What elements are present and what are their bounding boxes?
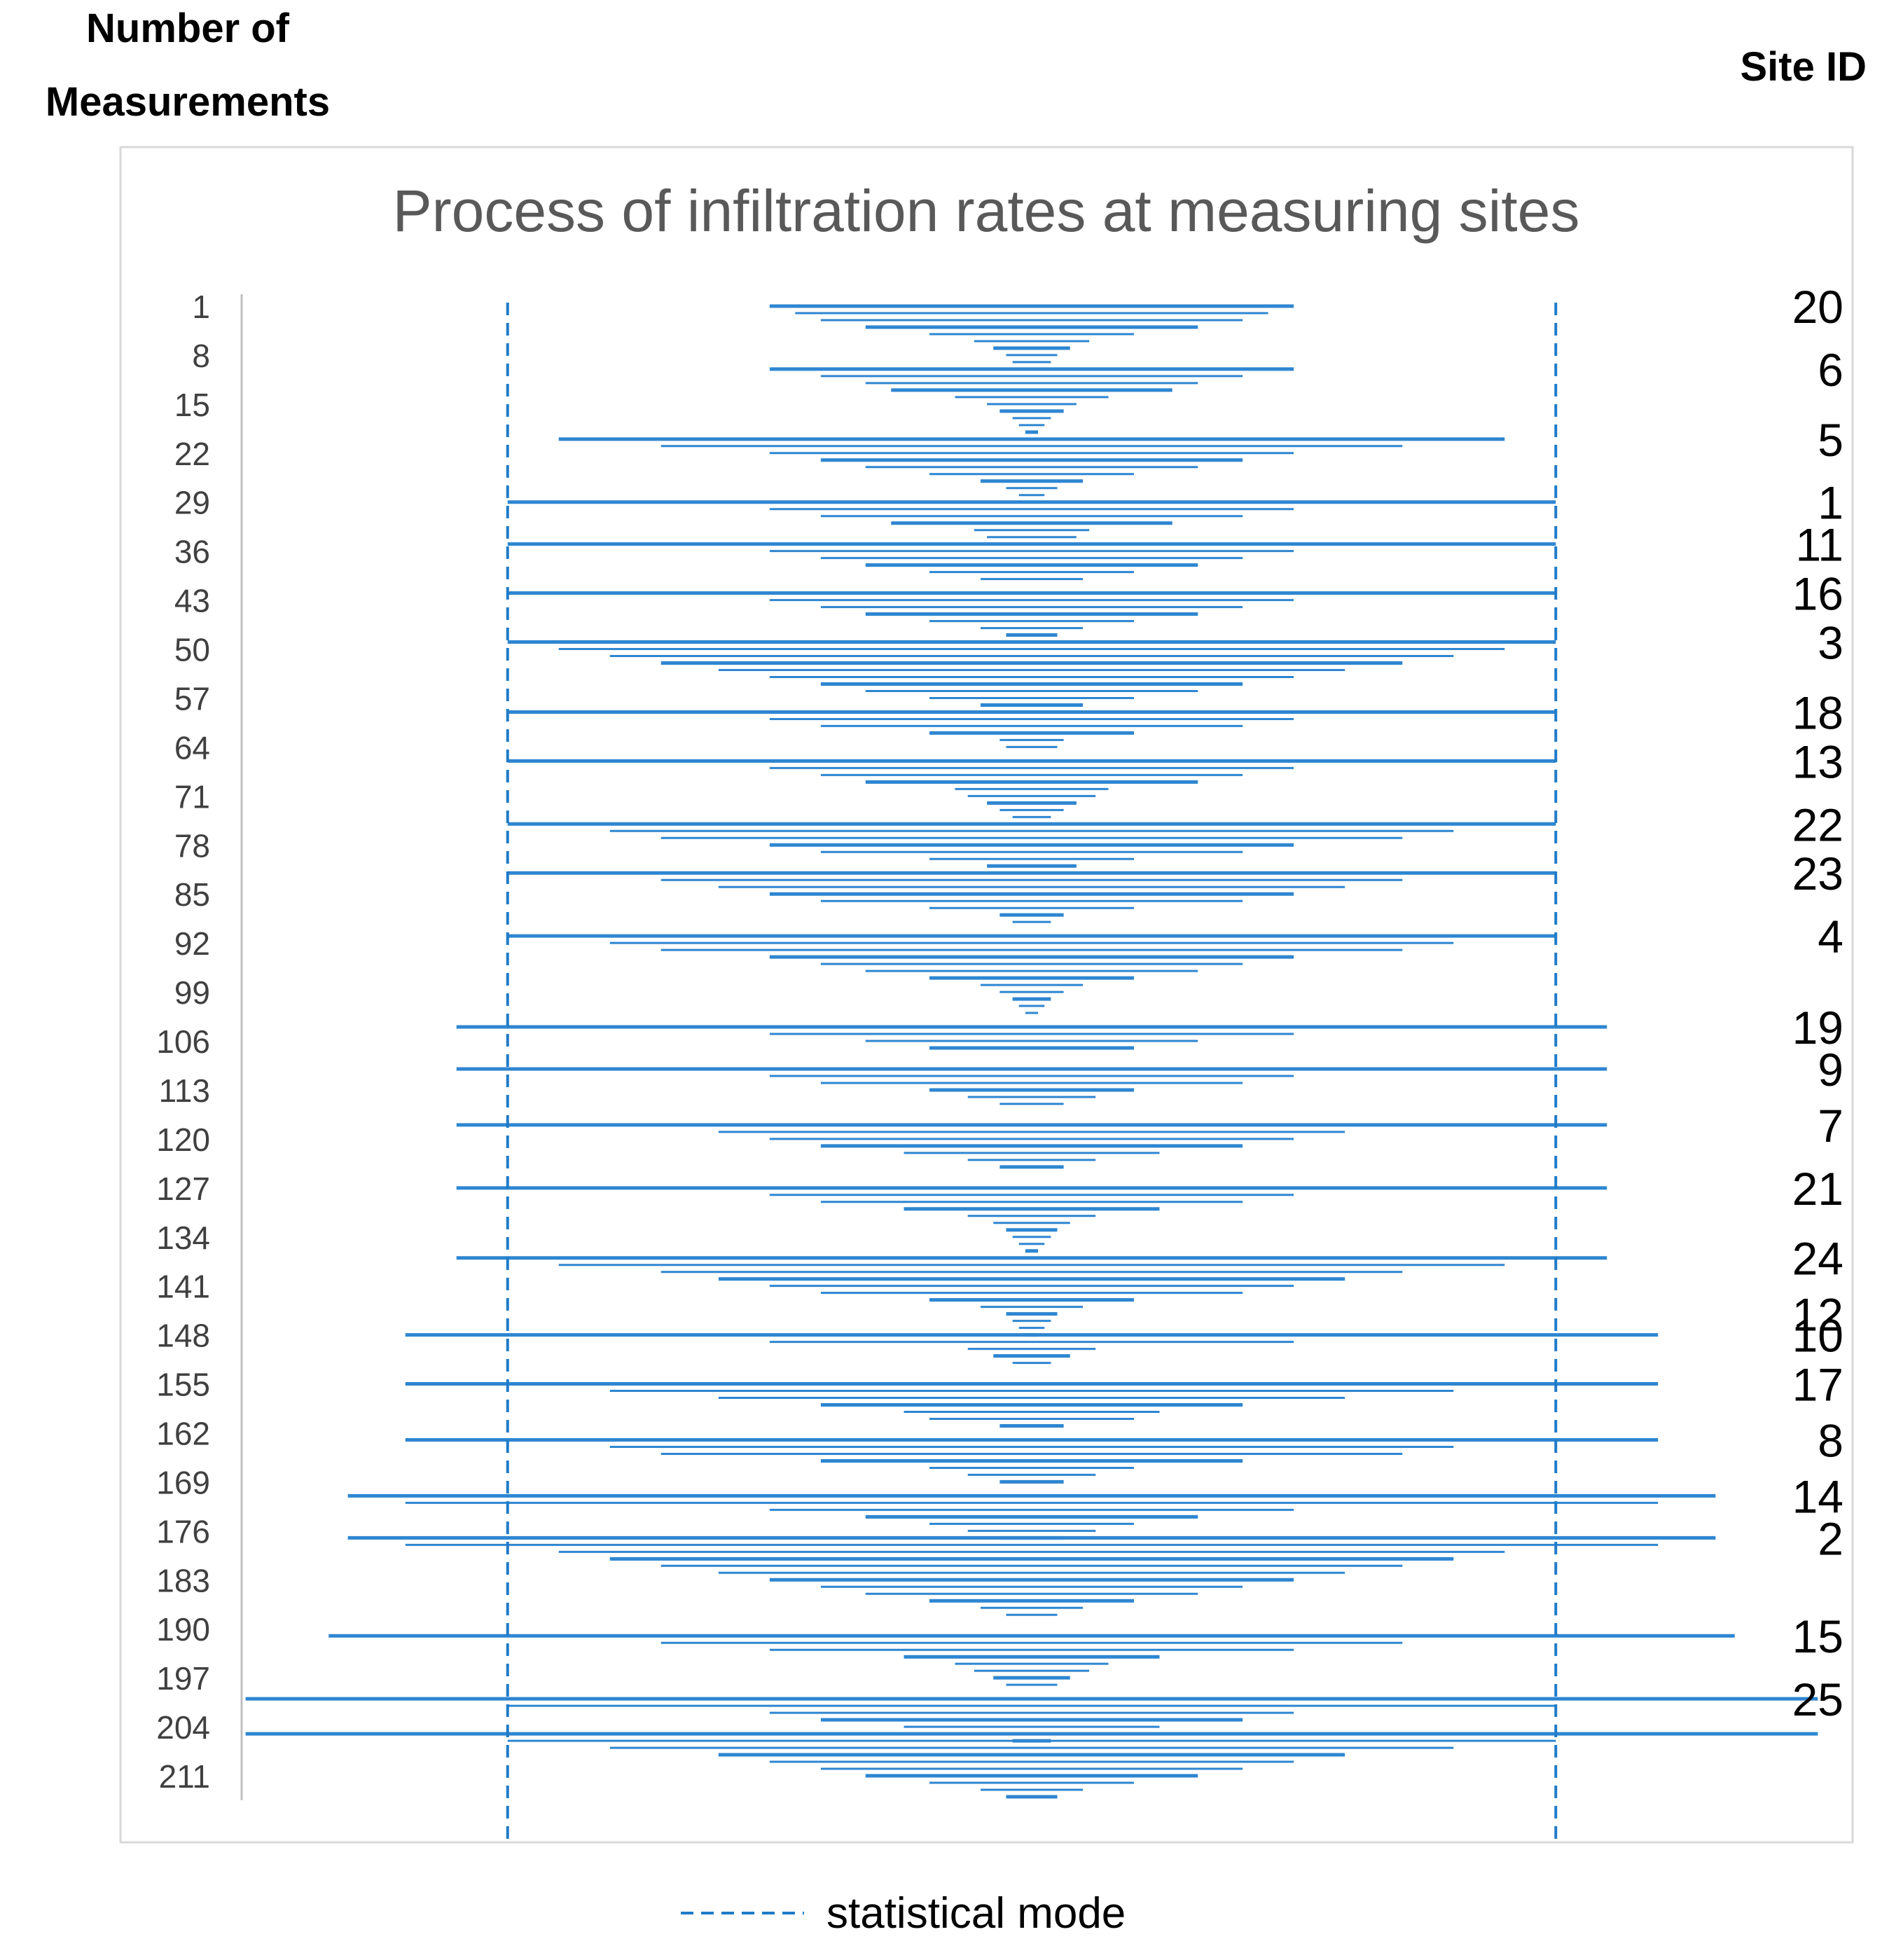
- site-id-label: 21: [1792, 1163, 1843, 1215]
- y-tick-labels: 1 8 15 22 29 36 43 50 57 64 71 78 85 92 99 106 113 120 127…: [156, 289, 210, 1795]
- site-id-label: 25: [1792, 1673, 1843, 1725]
- y-tick-label: 211: [159, 1758, 210, 1795]
- site-id-label: 8: [1818, 1414, 1843, 1466]
- site-id-label: 11: [1795, 519, 1843, 571]
- site-id-label: 5: [1818, 414, 1843, 466]
- y-tick-label: 176: [156, 1513, 210, 1550]
- left-header-line1: Number of: [86, 6, 290, 51]
- site-id-label: 18: [1792, 686, 1843, 738]
- chart-title: Process of infiltration rates at measuri…: [393, 178, 1580, 244]
- site-id-label: 20: [1792, 281, 1843, 333]
- site-id-label: 12: [1792, 1289, 1843, 1341]
- y-tick-label: 190: [156, 1611, 210, 1648]
- legend-label: statistical mode: [826, 1889, 1126, 1938]
- site-id-label: 22: [1792, 799, 1843, 850]
- y-tick-label: 71: [174, 778, 210, 815]
- plot-frame: [119, 146, 1854, 1844]
- site-id-label: 15: [1792, 1610, 1843, 1662]
- y-tick-label: 50: [174, 632, 210, 668]
- site-id-label: 16: [1792, 568, 1843, 620]
- y-tick-label: 162: [156, 1415, 210, 1451]
- site-id-label: 19: [1792, 1002, 1843, 1054]
- y-tick-label: 8: [192, 338, 210, 374]
- site-id-label: 17: [1792, 1359, 1843, 1411]
- site-id-label: 6: [1818, 344, 1843, 396]
- site-id-label: 13: [1792, 736, 1843, 787]
- y-tick-label: 29: [174, 485, 210, 521]
- site-id-label: 24: [1792, 1233, 1843, 1285]
- y-tick-label: 197: [156, 1660, 210, 1697]
- site-id-label: 1: [1818, 477, 1843, 529]
- y-tick-label: 22: [174, 436, 210, 472]
- site-id-label: 23: [1792, 848, 1843, 899]
- y-tick-label: 78: [174, 827, 210, 864]
- y-tick-label: 85: [174, 876, 210, 913]
- site-id-labels: 2065111163181322234199721241210178142152…: [1792, 281, 1843, 1725]
- mode-lines: [506, 303, 1558, 1846]
- left-header-line2: Measurements: [46, 79, 330, 125]
- y-tick-label: 113: [159, 1072, 210, 1109]
- site-id-label: 9: [1818, 1044, 1843, 1096]
- legend: statistical mode: [681, 1889, 1126, 1938]
- right-header: Site ID: [1741, 44, 1867, 90]
- site-id-label: 4: [1818, 911, 1843, 962]
- y-tick-label: 134: [156, 1220, 210, 1256]
- y-tick-label: 15: [174, 387, 210, 423]
- y-tick-label: 106: [156, 1023, 210, 1060]
- y-tick-label: 183: [156, 1562, 210, 1599]
- y-tick-label: 43: [174, 583, 210, 619]
- site-id-label: 14: [1792, 1470, 1843, 1522]
- y-tick-label: 1: [192, 289, 210, 325]
- site-id-label: 7: [1818, 1100, 1843, 1152]
- y-tick-label: 155: [156, 1367, 210, 1403]
- y-tick-label: 64: [174, 729, 210, 766]
- site-id-label: 2: [1818, 1512, 1843, 1564]
- y-tick-label: 169: [156, 1464, 210, 1500]
- y-tick-label: 57: [174, 680, 210, 717]
- y-tick-label: 99: [174, 974, 210, 1011]
- y-tick-label: 127: [156, 1171, 210, 1207]
- y-tick-label: 36: [174, 534, 210, 570]
- y-tick-label: 148: [156, 1318, 210, 1354]
- site-id-label: 3: [1818, 617, 1843, 669]
- y-tick-label: 141: [156, 1269, 210, 1305]
- site-id-label: 10: [1792, 1310, 1843, 1362]
- y-tick-label: 92: [174, 925, 210, 962]
- y-tick-label: 120: [156, 1122, 210, 1158]
- site-bars: [245, 304, 1818, 1799]
- y-tick-label: 204: [156, 1709, 210, 1746]
